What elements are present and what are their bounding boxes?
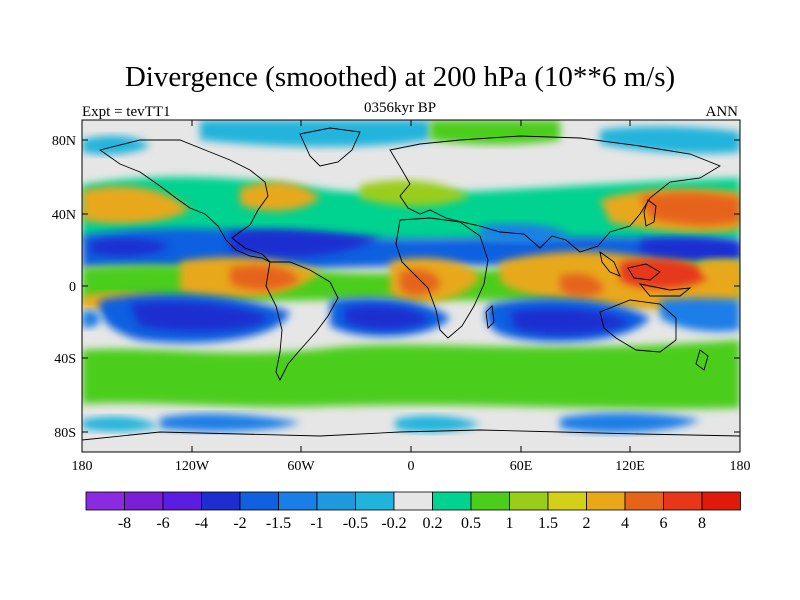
colorbar-swatch: [355, 491, 395, 511]
colorbar-label: 8: [698, 515, 706, 532]
colorbar-swatch: [663, 491, 703, 511]
contour-fields: [82, 120, 740, 452]
lon-label-0: 0: [408, 459, 415, 474]
experiment-label: Expt = tevTT1: [82, 104, 171, 120]
time-label: 0356kyr BP: [363, 100, 437, 116]
colorbar-label: -2: [233, 515, 246, 532]
axis-ticks: [81, 120, 741, 452]
latitude-labels: 80N 40N 0 40S 80S: [52, 134, 76, 441]
lon-label-180: 180: [72, 459, 93, 474]
colorbar-swatch: [124, 491, 164, 511]
colorbar-swatch: [547, 491, 587, 511]
colorbar: -8 -6 -4 -2 -1.5 -1 -0.5 -0.2 0.2 0.5 1 1.5 2 4 6 8: [85, 491, 741, 532]
colorbar-swatch: [586, 491, 626, 511]
longitude-labels: 180 120W 60W 0 60E 120E 180: [72, 459, 751, 474]
colorbar-label: -8: [118, 515, 131, 532]
colorbar-swatch: [509, 491, 549, 511]
colorbar-swatch: [239, 491, 279, 511]
colorbar-swatch: [278, 491, 318, 511]
lon-label-60e: 60E: [510, 459, 533, 474]
colorbar-label: 4: [621, 515, 629, 532]
colorbar-label: 0.5: [461, 515, 481, 532]
lon-label-120e: 120E: [615, 459, 645, 474]
colorbar-label: -4: [195, 515, 208, 532]
colorbar-label: -6: [156, 515, 169, 532]
lon-label-180: 180: [730, 459, 751, 474]
lat-label-0: 0: [69, 280, 76, 295]
colorbar-swatch: [316, 491, 356, 511]
plot-title: Divergence (smoothed) at 200 hPa (10**6 …: [124, 61, 676, 93]
colorbar-label: -1.5: [266, 515, 291, 532]
colorbar-label: 1: [506, 515, 514, 532]
colorbar-swatch: [470, 491, 510, 511]
lat-label-40n: 40N: [52, 208, 76, 223]
colorbar-swatch: [432, 491, 472, 511]
coastlines: [82, 127, 740, 441]
colorbar-label: 2: [583, 515, 591, 532]
lon-label-60w: 60W: [287, 459, 315, 474]
colorbar-swatch: [162, 491, 202, 511]
lon-label-120w: 120W: [175, 459, 210, 474]
colorbar-label: 0.2: [423, 515, 443, 532]
season-label: ANN: [705, 104, 739, 120]
lat-label-80s: 80S: [54, 426, 76, 441]
colorbar-swatch: [201, 491, 241, 511]
colorbar-label: -0.5: [343, 515, 368, 532]
colorbar-swatch: [85, 491, 125, 511]
colorbar-label: 6: [660, 515, 668, 532]
lat-label-80n: 80N: [52, 134, 76, 149]
colorbar-label: 1.5: [538, 515, 558, 532]
lat-label-40s: 40S: [54, 352, 76, 367]
colorbar-swatch: [624, 491, 664, 511]
colorbar-swatch: [393, 491, 433, 511]
colorbar-swatch: [701, 491, 741, 511]
colorbar-label: -0.2: [381, 515, 406, 532]
colorbar-label: -1: [310, 515, 323, 532]
